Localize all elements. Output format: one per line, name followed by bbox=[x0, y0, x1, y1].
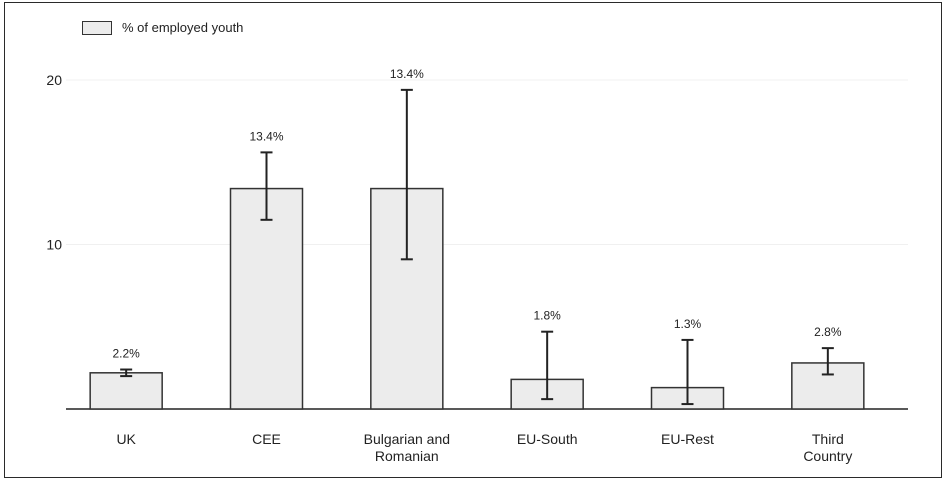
bar bbox=[229, 187, 304, 410]
data-label: 2.2% bbox=[112, 347, 140, 361]
x-tick-label: Romanian bbox=[375, 448, 439, 464]
x-tick-label: UK bbox=[116, 431, 136, 447]
x-tick-label: Third bbox=[812, 431, 844, 447]
x-tick-label: EU-Rest bbox=[661, 431, 714, 447]
y-tick-label: 20 bbox=[46, 72, 62, 88]
legend-label: % of employed youth bbox=[122, 20, 244, 35]
x-tick-label: Bulgarian and bbox=[364, 431, 450, 447]
data-label: 1.8% bbox=[533, 309, 561, 323]
data-label: 13.4% bbox=[390, 67, 424, 81]
legend-swatch bbox=[82, 20, 112, 35]
data-label: 1.3% bbox=[674, 317, 702, 331]
data-label: 13.4% bbox=[249, 129, 283, 143]
x-tick-label: EU-South bbox=[517, 431, 578, 447]
x-tick-label: Country bbox=[803, 448, 852, 464]
x-tick-label: CEE bbox=[252, 431, 281, 447]
data-label: 2.8% bbox=[814, 325, 842, 339]
bar bbox=[89, 372, 163, 410]
y-tick-label: 10 bbox=[46, 237, 62, 253]
legend: % of employed youth bbox=[82, 20, 243, 35]
